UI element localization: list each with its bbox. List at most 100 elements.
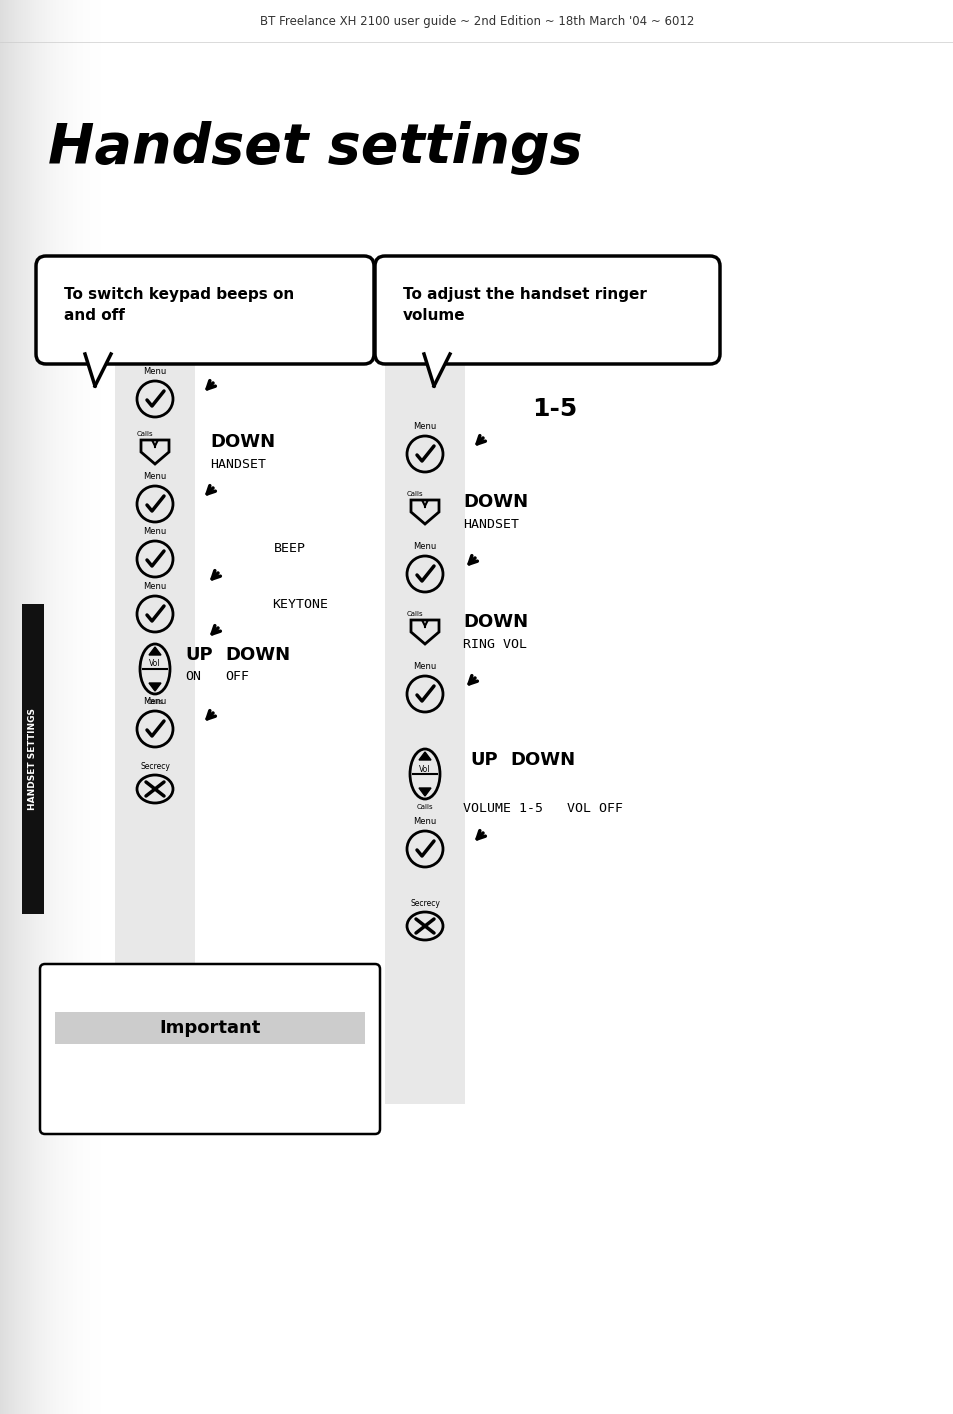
Text: HANDSET: HANDSET [462, 518, 518, 530]
Bar [53, 0, 54, 1414]
Bar [49, 0, 50, 1414]
Bar [1, 0, 2, 1414]
Bar [108, 0, 109, 1414]
Text: UP: UP [470, 751, 497, 769]
Bar [61, 0, 62, 1414]
Text: Calls: Calls [407, 611, 423, 617]
Bar [83, 0, 84, 1414]
Bar [99, 0, 100, 1414]
Bar [43, 0, 44, 1414]
Text: DOWN: DOWN [510, 751, 575, 769]
Text: Vol: Vol [418, 765, 431, 773]
Polygon shape [423, 354, 450, 386]
Bar [70, 0, 71, 1414]
Bar [40, 0, 41, 1414]
Text: RING VOL: RING VOL [462, 638, 526, 650]
Bar [58, 0, 59, 1414]
Bar [41, 0, 42, 1414]
Bar [46, 0, 47, 1414]
Text: BEEP: BEEP [274, 543, 306, 556]
Bar [94, 0, 95, 1414]
Bar [51, 0, 52, 1414]
Bar [103, 0, 104, 1414]
Bar [29, 0, 30, 1414]
Bar [62, 0, 63, 1414]
Bar [78, 0, 79, 1414]
Bar [38, 0, 39, 1414]
Polygon shape [418, 752, 431, 759]
Text: UP: UP [185, 646, 213, 665]
Bar [74, 0, 75, 1414]
Bar [24, 0, 25, 1414]
Bar [8, 0, 9, 1414]
Bar [79, 0, 80, 1414]
Bar [19, 0, 20, 1414]
Bar [81, 0, 82, 1414]
Polygon shape [85, 354, 111, 386]
Bar [30, 0, 32, 1414]
Text: Menu: Menu [143, 527, 167, 536]
Text: Handset settings: Handset settings [48, 122, 582, 175]
Bar [89, 0, 90, 1414]
Bar [105, 0, 106, 1414]
Text: Menu: Menu [413, 421, 436, 431]
Bar [385, 363, 464, 1104]
Bar [50, 0, 51, 1414]
Text: KEYTONE: KEYTONE [272, 598, 328, 611]
Bar [101, 0, 102, 1414]
Bar [54, 0, 55, 1414]
Bar [22, 0, 23, 1414]
Bar [106, 0, 107, 1414]
Bar [109, 0, 110, 1414]
Bar [52, 0, 53, 1414]
Bar [18, 0, 19, 1414]
Bar [56, 0, 57, 1414]
Text: To adjust the handset ringer
volume: To adjust the handset ringer volume [402, 287, 646, 322]
Bar [5, 0, 6, 1414]
Bar [16, 0, 17, 1414]
Bar [28, 0, 29, 1414]
Bar [57, 0, 58, 1414]
Bar [107, 0, 108, 1414]
Text: Secrecy: Secrecy [140, 762, 170, 771]
Bar [3, 0, 4, 1414]
Text: Menu: Menu [413, 662, 436, 672]
Polygon shape [418, 788, 431, 796]
Bar [37, 0, 38, 1414]
Bar [2, 0, 3, 1414]
Text: Calls: Calls [407, 491, 423, 496]
Bar [76, 0, 77, 1414]
Text: BT Freelance XH 2100 user guide ~ 2nd Edition ~ 18th March '04 ~ 6012: BT Freelance XH 2100 user guide ~ 2nd Ed… [259, 14, 694, 27]
Text: Menu: Menu [143, 697, 167, 706]
Text: DOWN: DOWN [210, 433, 274, 451]
Text: Menu: Menu [143, 472, 167, 481]
Bar [102, 0, 103, 1414]
Bar [48, 0, 49, 1414]
Bar [91, 0, 92, 1414]
Bar [100, 0, 101, 1414]
Bar [6, 0, 7, 1414]
Bar [59, 0, 60, 1414]
Bar [95, 0, 96, 1414]
Bar [55, 1012, 365, 1044]
Bar [80, 0, 81, 1414]
FancyBboxPatch shape [40, 964, 379, 1134]
Bar [65, 0, 66, 1414]
Bar [60, 0, 61, 1414]
Bar [75, 0, 76, 1414]
Text: HANDSET SETTINGS: HANDSET SETTINGS [29, 708, 37, 810]
Bar [77, 0, 78, 1414]
Bar [85, 0, 86, 1414]
Bar [67, 0, 68, 1414]
FancyBboxPatch shape [36, 256, 374, 363]
Bar [9, 0, 10, 1414]
Text: Menu: Menu [413, 542, 436, 551]
Bar [26, 0, 27, 1414]
Bar [82, 0, 83, 1414]
Bar [22, 604, 44, 913]
Bar [104, 0, 105, 1414]
Bar [98, 0, 99, 1414]
Text: Calls: Calls [416, 805, 433, 810]
FancyBboxPatch shape [375, 256, 720, 363]
Bar [71, 0, 73, 1414]
